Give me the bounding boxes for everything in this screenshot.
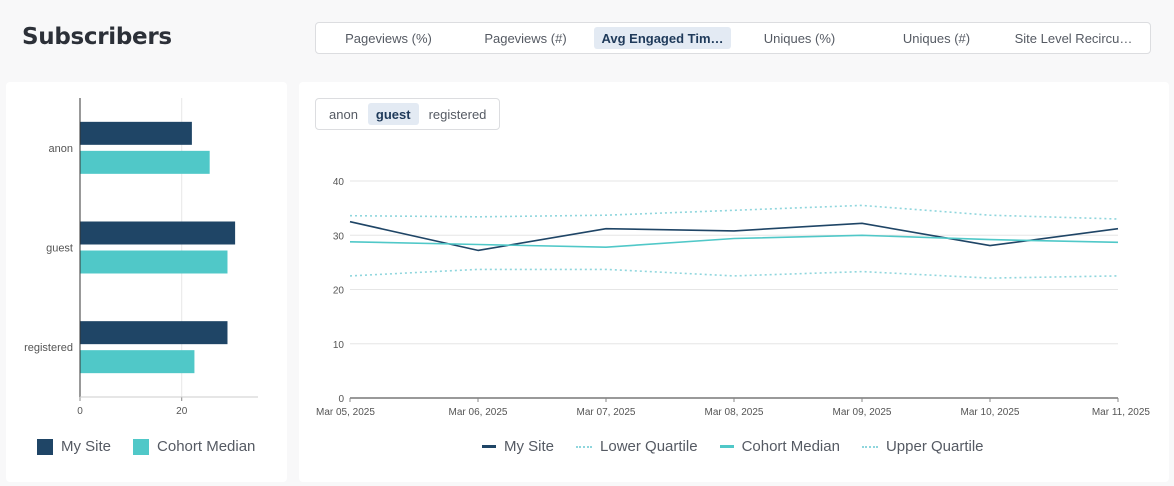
y-tick-label: 0 <box>338 394 344 405</box>
legend-item-cohort-median[interactable]: Cohort Median <box>133 438 255 455</box>
bar-chart-card <box>6 82 287 482</box>
y-tick-label: 30 <box>333 231 345 242</box>
x-tick-label: Mar 07, 2025 <box>577 407 636 418</box>
legend-item-upper-quartile[interactable]: Upper Quartile <box>861 438 984 455</box>
x-tick-label: Mar 11, 2025 <box>1092 407 1151 418</box>
bar-chart-legend: My Site Cohort Median <box>37 438 277 455</box>
legend-swatch-upper-quartile <box>861 445 878 448</box>
legend-swatch-my-site <box>37 438 53 455</box>
segment-tabs: anon guest registered <box>315 98 501 130</box>
bar-my-site-registered <box>80 321 228 345</box>
y-tick-label: guest <box>46 243 73 255</box>
legend-item-cohort-median-line[interactable]: Cohort Median <box>719 438 840 455</box>
bar-cohort-median-anon <box>80 150 210 174</box>
x-tick-label: Mar 09, 2025 <box>833 407 892 418</box>
x-tick-label: Mar 06, 2025 <box>449 407 508 418</box>
series-line-my-site <box>349 220 1119 252</box>
legend-swatch-lower-quartile <box>576 445 593 448</box>
tab-pageviews-count[interactable]: Pageviews (#) <box>484 30 567 46</box>
x-tick-label: Mar 05, 2025 <box>316 407 375 418</box>
line-chart-legend: My Site Lower Quartile Cohort Median Upp… <box>482 438 1006 455</box>
y-tick-label: registered <box>24 342 73 354</box>
legend-label-cohort-median: Cohort Median <box>157 438 256 455</box>
legend-swatch-cohort-median <box>133 438 150 455</box>
bar-cohort-median-registered <box>80 350 195 374</box>
x-tick-label: 0 <box>77 406 83 417</box>
bar-cohort-median-guest <box>80 250 228 274</box>
x-tick-label: Mar 10, 2025 <box>961 407 1020 418</box>
bar-my-site-anon <box>80 121 192 145</box>
y-tick-label: 10 <box>333 340 345 351</box>
line-chart-card <box>299 82 1169 482</box>
series-line-cohort-median <box>349 234 1119 248</box>
legend-label-my-site-line: My Site <box>504 438 555 455</box>
tab-pageviews-percent[interactable]: Pageviews (%) <box>345 30 432 46</box>
legend-label-my-site: My Site <box>61 438 112 455</box>
page-title: Subscribers <box>22 24 172 50</box>
legend-swatch-my-site-line <box>482 445 496 448</box>
x-tick-label: 20 <box>176 406 188 417</box>
x-tick-label: Mar 08, 2025 <box>705 407 764 418</box>
metric-tabs: Pageviews (%) Pageviews (#) Avg Engaged … <box>315 22 1151 54</box>
series-line-upper-quartile <box>349 204 1119 220</box>
legend-label-upper-quartile: Upper Quartile <box>885 438 984 455</box>
tab-registered[interactable]: registered <box>428 106 487 122</box>
legend-item-my-site-line[interactable]: My Site <box>482 438 554 455</box>
tab-avg-engaged-time[interactable]: Avg Engaged Tim… <box>594 27 731 49</box>
legend-swatch-cohort-median-line <box>719 445 734 448</box>
legend-label-cohort-median-line: Cohort Median <box>741 438 840 455</box>
legend-item-lower-quartile[interactable]: Lower Quartile <box>576 438 698 455</box>
y-tick-label: 40 <box>333 177 345 188</box>
tab-guest[interactable]: guest <box>367 103 419 125</box>
y-tick-label: 20 <box>333 286 345 297</box>
bar-my-site-guest <box>80 221 236 245</box>
y-tick-label: anon <box>49 143 73 155</box>
tab-site-level-recirculation[interactable]: Site Level Recircu… <box>1014 30 1133 46</box>
legend-label-lower-quartile: Lower Quartile <box>600 438 698 455</box>
tab-uniques-percent[interactable]: Uniques (%) <box>763 30 836 46</box>
bar-chart: 0 20 anon guest registered <box>24 98 258 417</box>
tab-uniques-count[interactable]: Uniques (#) <box>902 30 971 46</box>
series-line-lower-quartile <box>349 268 1119 279</box>
tab-anon[interactable]: anon <box>329 106 358 122</box>
line-chart: 0 10 20 30 40 Mar 05, 2025 Mar 06, 2025 Mar 07,… <box>316 177 1151 418</box>
legend-item-my-site[interactable]: My Site <box>37 438 111 455</box>
